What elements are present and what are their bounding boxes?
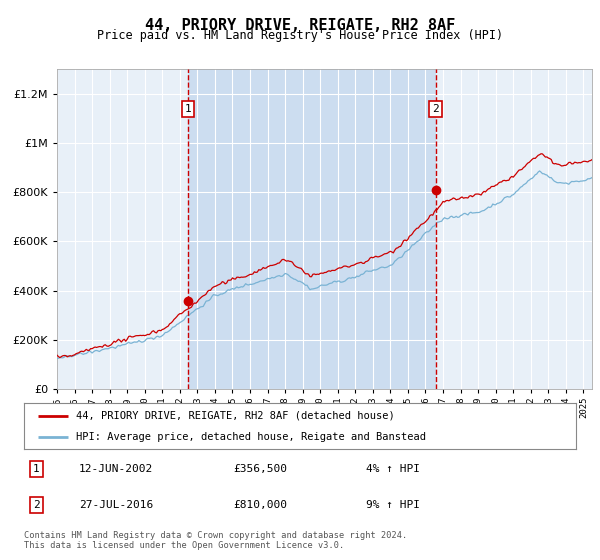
Text: 1: 1 xyxy=(33,464,40,474)
Text: 27-JUL-2016: 27-JUL-2016 xyxy=(79,500,154,510)
Text: 1: 1 xyxy=(184,104,191,114)
Text: HPI: Average price, detached house, Reigate and Banstead: HPI: Average price, detached house, Reig… xyxy=(76,432,427,442)
Text: 2: 2 xyxy=(33,500,40,510)
Text: £356,500: £356,500 xyxy=(234,464,288,474)
Bar xyxy=(188,69,436,389)
Text: Contains HM Land Registry data © Crown copyright and database right 2024.
This d: Contains HM Land Registry data © Crown c… xyxy=(24,531,407,550)
Text: 44, PRIORY DRIVE, REIGATE, RH2 8AF: 44, PRIORY DRIVE, REIGATE, RH2 8AF xyxy=(145,18,455,33)
Text: Price paid vs. HM Land Registry's House Price Index (HPI): Price paid vs. HM Land Registry's House … xyxy=(97,29,503,42)
Text: 2: 2 xyxy=(432,104,439,114)
Text: 44, PRIORY DRIVE, REIGATE, RH2 8AF (detached house): 44, PRIORY DRIVE, REIGATE, RH2 8AF (deta… xyxy=(76,410,395,421)
Text: £810,000: £810,000 xyxy=(234,500,288,510)
Text: 4% ↑ HPI: 4% ↑ HPI xyxy=(366,464,420,474)
Text: 12-JUN-2002: 12-JUN-2002 xyxy=(79,464,154,474)
Text: 9% ↑ HPI: 9% ↑ HPI xyxy=(366,500,420,510)
